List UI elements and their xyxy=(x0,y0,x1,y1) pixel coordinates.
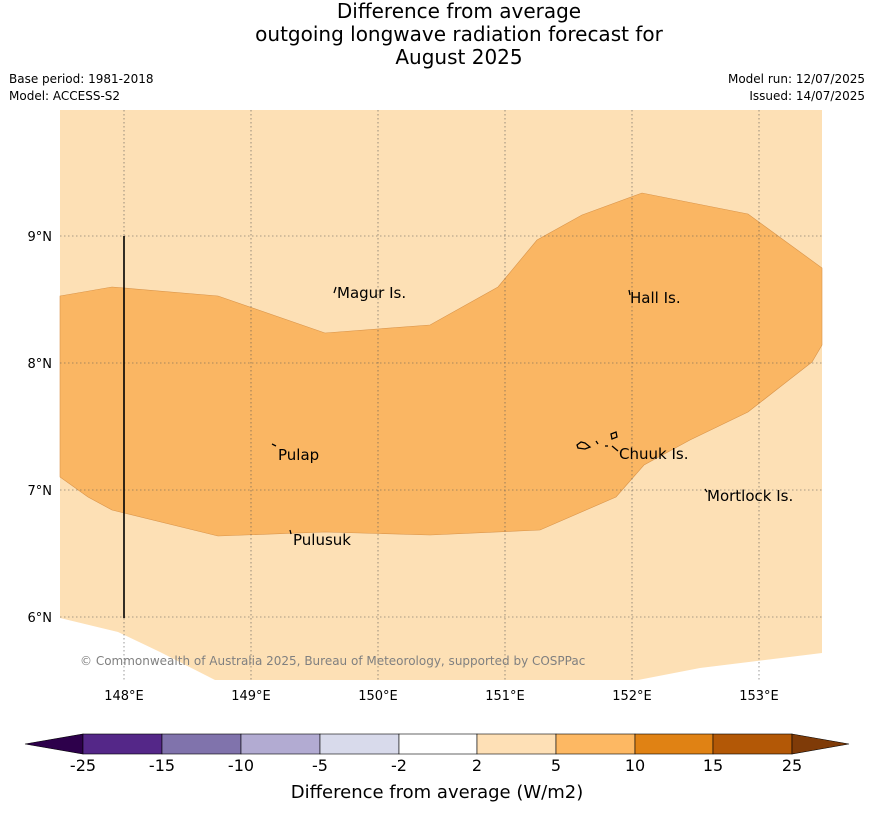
colorbar-swatch-7 xyxy=(555,733,636,755)
lon-tick-153e: 153°E xyxy=(739,689,779,704)
chuuk-coast-4 xyxy=(610,431,618,440)
pulusuk-coast xyxy=(289,529,292,535)
colorbar-label-10: 10 xyxy=(625,756,645,775)
chuuk-coast-2 xyxy=(595,440,599,445)
meta-right: Model run: 12/07/2025 Issued: 14/07/2025 xyxy=(728,71,865,105)
lon-tick-152e: 152°E xyxy=(612,689,652,704)
colorbar-label-neg15: -15 xyxy=(149,756,175,775)
colorbar-label-neg10: -10 xyxy=(228,756,254,775)
map-panel[interactable]: Magur Is. Hall Is. Pulap Chuuk Is. Mortl… xyxy=(59,110,823,680)
title-line-3: August 2025 xyxy=(395,45,523,69)
issued-date: Issued: 14/07/2025 xyxy=(749,89,865,103)
hall-coast xyxy=(628,289,631,296)
colorbar-swatch-3 xyxy=(240,733,321,755)
colorbar-label-neg5: -5 xyxy=(312,756,328,775)
colorbar: -25 -15 -10 -5 -2 2 5 10 15 25 Differenc… xyxy=(24,733,850,803)
lon-tick-149e: 149°E xyxy=(231,689,271,704)
colorbar-label-neg25: -25 xyxy=(70,756,96,775)
lon-tick-148e: 148°E xyxy=(104,689,144,704)
place-pulusuk: Pulusuk xyxy=(293,531,351,549)
copyright-notice: © Commonwealth of Australia 2025, Bureau… xyxy=(80,654,585,668)
lat-axis: 9°N 8°N 7°N 6°N xyxy=(28,230,53,626)
place-magur: Magur Is. xyxy=(337,284,406,302)
lon-tick-150e: 150°E xyxy=(358,689,398,704)
colorbar-label-25: 25 xyxy=(782,756,802,775)
place-mortlock: Mortlock Is. xyxy=(707,487,793,505)
model-name: Model: ACCESS-S2 xyxy=(9,89,121,103)
anomaly-band-neutral-right xyxy=(638,653,822,680)
chuuk-coast-5 xyxy=(611,445,619,452)
title-line-2: outgoing longwave radiation forecast for xyxy=(255,22,663,46)
colorbar-swatch-1 xyxy=(82,733,163,755)
lon-tick-151e: 151°E xyxy=(485,689,525,704)
model-run: Model run: 12/07/2025 xyxy=(727,72,865,86)
colorbar-title: Difference from average (W/m2) xyxy=(291,782,583,803)
place-pulap: Pulap xyxy=(278,446,319,464)
base-period: Base period: 1981-2018 xyxy=(9,72,154,86)
lat-tick-8n: 8°N xyxy=(28,357,53,372)
coastlines xyxy=(271,286,708,535)
colorbar-swatch-4 xyxy=(319,733,400,755)
colorbar-swatch-5 xyxy=(398,733,478,755)
meta-left: Base period: 1981-2018 Model: ACCESS-S2 xyxy=(9,71,154,105)
colorbar-swatch-8 xyxy=(634,733,714,755)
magur-coast xyxy=(333,286,337,294)
colorbar-extend-low xyxy=(24,733,84,755)
colorbar-label-5: 5 xyxy=(551,756,561,775)
pulap-coast xyxy=(271,443,277,447)
colorbar-label-15: 15 xyxy=(703,756,723,775)
colorbar-label-neg2: -2 xyxy=(391,756,407,775)
colorbar-label-2: 2 xyxy=(472,756,482,775)
colorbar-swatch-6 xyxy=(476,733,557,755)
lat-tick-6n: 6°N xyxy=(28,611,53,626)
colorbar-extend-high xyxy=(791,733,850,755)
lat-tick-7n: 7°N xyxy=(28,484,53,499)
mortlock-coast xyxy=(704,488,708,493)
colorbar-swatch-2 xyxy=(161,733,242,755)
place-hall: Hall Is. xyxy=(630,289,681,307)
lat-tick-9n: 9°N xyxy=(28,230,53,245)
lon-axis: 148°E 149°E 150°E 151°E 152°E 153°E xyxy=(104,689,779,704)
title-line-1: Difference from average xyxy=(336,0,582,23)
anomaly-band-neutral xyxy=(60,618,215,680)
chart-title: Difference from average outgoing longwav… xyxy=(0,0,873,69)
anomaly-band-5-10 xyxy=(59,192,823,537)
place-chuuk: Chuuk Is. xyxy=(619,445,688,463)
chuuk-coast-1 xyxy=(576,441,592,450)
colorbar-swatch-9 xyxy=(712,733,793,755)
